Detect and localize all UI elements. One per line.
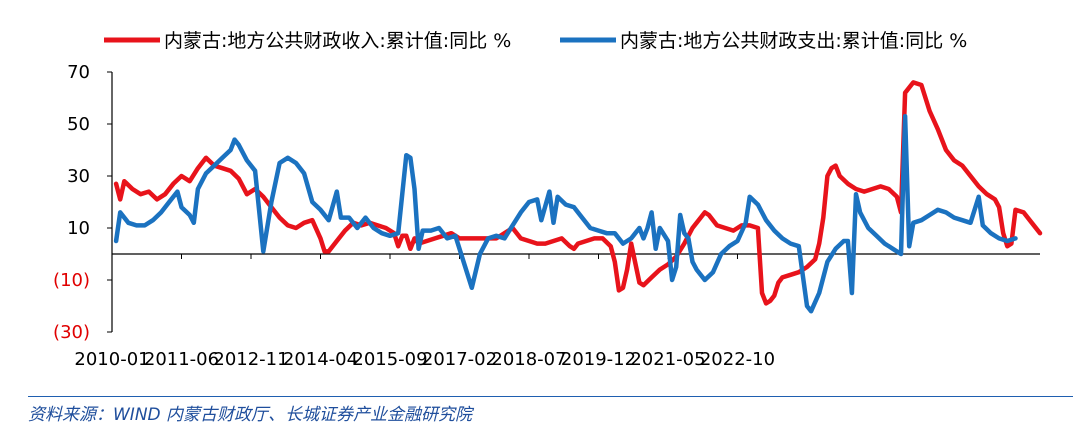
x-tick-label: 2019-12 [561, 349, 636, 370]
x-tick-label: 2014-04 [283, 349, 358, 370]
y-tick-label: 70 [67, 62, 90, 83]
y-tick-label: 50 [67, 114, 90, 135]
chart-legend: 内蒙古:地方公共财政收入:累计值:同比 % 内蒙古:地方公共财政支出:累计值:同… [104, 30, 967, 52]
y-tick-label: 30 [67, 166, 90, 187]
x-tick-label: 2011-06 [144, 349, 219, 370]
chart-axes [111, 72, 1040, 332]
source-divider [28, 396, 1073, 397]
x-tick-label: 2021-05 [630, 349, 705, 370]
x-axis-ticks: 2010-012011-062012-112014-042015-092017-… [74, 254, 775, 370]
y-tick-label: (10) [53, 270, 90, 291]
x-tick-label: 2012-11 [213, 349, 288, 370]
x-tick-label: 2015-09 [352, 349, 427, 370]
series-line-expenditure [113, 113, 1018, 314]
legend-label-revenue: 内蒙古:地方公共财政收入:累计值:同比 % [164, 30, 511, 52]
source-note: 资料来源：WIND 内蒙古财政厅、长城证券产业金融研究院 [28, 405, 473, 425]
y-tick-label: (30) [53, 322, 90, 343]
y-tick-label: 10 [67, 218, 90, 239]
x-tick-label: 2018-07 [491, 349, 566, 370]
series-layer [113, 80, 1043, 314]
x-tick-label: 2022-10 [700, 349, 775, 370]
y-axis-ticks: 70 50 30 10 (10) (30) [53, 62, 112, 343]
x-tick-label: 2017-02 [422, 349, 497, 370]
series-line-revenue [113, 80, 1043, 306]
x-tick-label: 2010-01 [74, 349, 149, 370]
legend-label-expenditure: 内蒙古:地方公共财政支出:累计值:同比 % [620, 30, 967, 52]
